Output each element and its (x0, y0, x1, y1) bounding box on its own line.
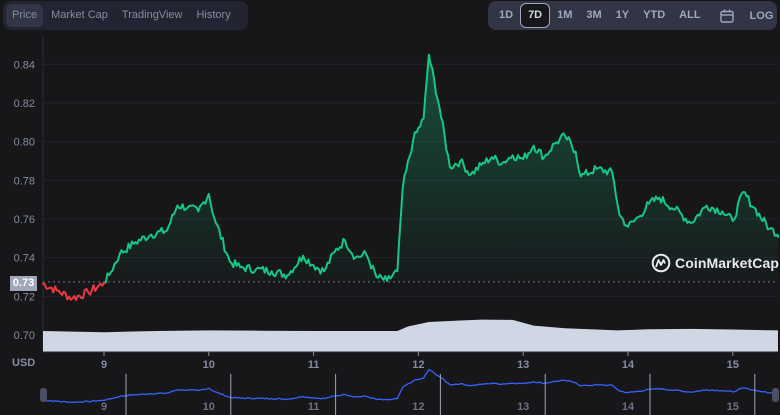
watermark-text: CoinMarketCap (675, 255, 779, 271)
x-axis-ticks: 9 10 11 12 13 14 15 (101, 352, 739, 371)
y-tick-label: 0.74 (14, 253, 35, 265)
tab-history[interactable]: History (196, 9, 231, 21)
range-ytd[interactable]: YTD (643, 9, 666, 21)
navigator-line (42, 368, 779, 404)
svg-text:10: 10 (203, 401, 215, 413)
range-1m[interactable]: 1M (557, 9, 573, 21)
y-tick-label: 0.80 (14, 137, 35, 149)
price-line-up (104, 53, 779, 284)
coinmarketcap-logo-icon (651, 253, 671, 273)
y-tick-label: 0.84 (14, 59, 35, 71)
volume-area (43, 319, 778, 352)
svg-text:14: 14 (622, 401, 635, 413)
tab-price[interactable]: Price (6, 4, 44, 27)
range-7d[interactable]: 7D (520, 3, 551, 28)
svg-text:11: 11 (308, 401, 320, 413)
y-tick-label: 0.76 (14, 214, 35, 226)
chart-type-tabs: Price Market Cap TradingView History (3, 1, 248, 30)
current-price-label: 0.73 (10, 276, 37, 291)
tab-tradingview[interactable]: TradingView (121, 9, 183, 21)
svg-text:12: 12 (412, 401, 424, 413)
x-tick-label: 12 (412, 359, 424, 371)
currency-label: USD (12, 357, 36, 369)
svg-text:13: 13 (517, 401, 529, 413)
y-tick-label: 0.70 (14, 330, 35, 342)
price-line-down (42, 281, 106, 301)
navigator-handle-right[interactable] (772, 388, 779, 402)
x-tick-label: 10 (203, 359, 215, 371)
calendar-button[interactable] (712, 3, 742, 28)
x-tick-label: 13 (517, 359, 529, 371)
y-tick-label: 0.78 (14, 175, 35, 187)
y-tick-label: 0.72 (14, 291, 35, 303)
svg-text:15: 15 (727, 401, 739, 413)
tab-market-cap[interactable]: Market Cap (51, 9, 108, 21)
x-tick-label: 14 (622, 359, 635, 371)
range-1d[interactable]: 1D (499, 9, 514, 21)
range-3m[interactable]: 3M (586, 9, 602, 21)
coinmarketcap-watermark: CoinMarketCap (651, 253, 779, 273)
time-range-selector: 1D 7D 1M 3M 1Y YTD ALL LOG (488, 1, 777, 30)
svg-text:9: 9 (101, 401, 107, 413)
range-1y[interactable]: 1Y (615, 9, 630, 21)
navigator-labels: 9 10 11 12 13 14 15 (101, 374, 756, 415)
x-tick-label: 15 (727, 359, 739, 371)
range-all[interactable]: ALL (679, 9, 701, 21)
price-area-fill (106, 54, 779, 282)
y-tick-label: 0.82 (14, 98, 35, 110)
navigator-handle-left[interactable] (40, 388, 47, 402)
y-axis-ticks: 0.70 0.72 0.74 0.76 0.78 0.80 0.82 0.84 (14, 59, 35, 342)
calendar-icon (719, 9, 734, 23)
x-tick-label: 11 (308, 359, 320, 371)
x-tick-label: 9 (101, 359, 107, 371)
log-scale-toggle[interactable]: LOG (749, 9, 774, 22)
